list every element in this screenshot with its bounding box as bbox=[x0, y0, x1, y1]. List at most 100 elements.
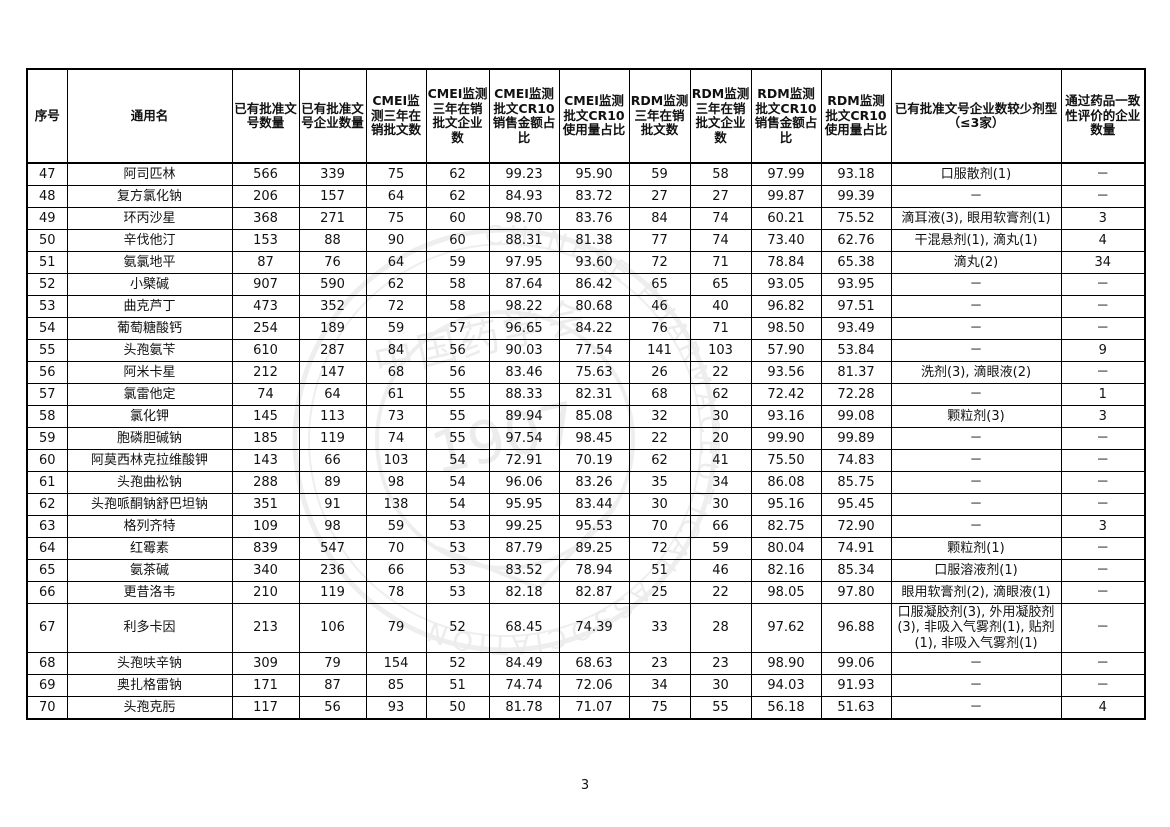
cell-cmei-3y-enterprises: 54 bbox=[425, 449, 490, 472]
cell-cmei-3y-approvals: 84 bbox=[365, 339, 427, 362]
cell-rdm-cr10-sales: 75.50 bbox=[750, 449, 822, 472]
column-header-generic-name: 通用名 bbox=[66, 68, 233, 164]
cell-rdm-3y-approvals: 68 bbox=[628, 383, 691, 406]
cell-seq: 68 bbox=[26, 651, 68, 675]
cell-cmei-cr10-sales: 96.06 bbox=[488, 471, 560, 494]
table-row: 58 氯化钾 145 113 73 55 89.94 85.08 32 30 93.16 99.08 颗… bbox=[26, 405, 1146, 428]
cell-passed-consistency: － bbox=[1060, 493, 1146, 516]
cell-cmei-3y-approvals: 78 bbox=[365, 581, 427, 604]
cell-approvals: 109 bbox=[231, 515, 300, 538]
table-row: 66 更昔洛韦 210 119 78 53 82.18 82.87 25 22 98.05 97.80… bbox=[26, 581, 1146, 604]
cell-rdm-3y-enterprises: 28 bbox=[689, 603, 752, 653]
cell-rdm-3y-enterprises: 62 bbox=[689, 383, 752, 406]
cell-cmei-cr10-usage: 74.39 bbox=[558, 603, 630, 653]
cell-passed-consistency: 1 bbox=[1060, 383, 1146, 406]
cell-rdm-cr10-usage: 85.34 bbox=[820, 559, 892, 582]
cell-seq: 49 bbox=[26, 207, 68, 230]
cell-passed-consistency: 3 bbox=[1060, 207, 1146, 230]
cell-cmei-cr10-usage: 72.06 bbox=[558, 673, 630, 697]
cell-rdm-cr10-usage: 74.83 bbox=[820, 449, 892, 472]
cell-rdm-3y-enterprises: 74 bbox=[689, 229, 752, 252]
cell-cmei-3y-enterprises: 53 bbox=[425, 537, 490, 560]
cell-approvals: 153 bbox=[231, 229, 300, 252]
cell-rdm-3y-approvals: 65 bbox=[628, 273, 691, 296]
cell-approvals: 74 bbox=[231, 383, 300, 406]
cell-passed-consistency: － bbox=[1060, 427, 1146, 450]
cell-generic-name: 头孢克肟 bbox=[66, 695, 233, 720]
cell-seq: 70 bbox=[26, 695, 68, 720]
cell-passed-consistency: － bbox=[1060, 273, 1146, 296]
cell-approvals: 212 bbox=[231, 361, 300, 384]
cell-cmei-3y-approvals: 64 bbox=[365, 251, 427, 274]
cell-rdm-3y-enterprises: 65 bbox=[689, 273, 752, 296]
cell-passed-consistency: － bbox=[1060, 603, 1146, 653]
cell-approvals: 210 bbox=[231, 581, 300, 604]
cell-cmei-3y-approvals: 85 bbox=[365, 673, 427, 697]
cell-cmei-3y-enterprises: 60 bbox=[425, 207, 490, 230]
table-row: 63 格列齐特 109 98 59 53 99.25 95.53 70 66 82.75 72.90 －… bbox=[26, 515, 1146, 538]
cell-scarce-dosage: － bbox=[890, 673, 1062, 697]
cell-rdm-cr10-usage: 99.06 bbox=[820, 651, 892, 675]
cell-approvals: 351 bbox=[231, 493, 300, 516]
cell-enterprises: 88 bbox=[298, 229, 367, 252]
cell-generic-name: 阿司匹林 bbox=[66, 162, 233, 186]
cell-rdm-cr10-sales: 93.16 bbox=[750, 405, 822, 428]
cell-generic-name: 头孢呋辛钠 bbox=[66, 651, 233, 675]
cell-cmei-cr10-usage: 83.26 bbox=[558, 471, 630, 494]
cell-cmei-3y-approvals: 70 bbox=[365, 537, 427, 560]
cell-cmei-3y-approvals: 68 bbox=[365, 361, 427, 384]
cell-rdm-cr10-sales: 86.08 bbox=[750, 471, 822, 494]
column-header-cmei-cr10-sales: CMEI监测批文CR10销售金额占比 bbox=[488, 68, 560, 164]
cell-passed-consistency: 4 bbox=[1060, 229, 1146, 252]
table-row: 68 头孢呋辛钠 309 79 154 52 84.49 68.63 23 23 98.90 99.0… bbox=[26, 651, 1146, 675]
cell-rdm-cr10-sales: 93.56 bbox=[750, 361, 822, 384]
cell-cmei-cr10-sales: 83.52 bbox=[488, 559, 560, 582]
cell-generic-name: 辛伐他汀 bbox=[66, 229, 233, 252]
cell-rdm-3y-enterprises: 34 bbox=[689, 471, 752, 494]
cell-seq: 59 bbox=[26, 427, 68, 450]
cell-rdm-cr10-usage: 95.45 bbox=[820, 493, 892, 516]
cell-cmei-cr10-sales: 88.31 bbox=[488, 229, 560, 252]
cell-enterprises: 56 bbox=[298, 695, 367, 720]
cell-cmei-cr10-usage: 83.44 bbox=[558, 493, 630, 516]
cell-rdm-3y-enterprises: 71 bbox=[689, 251, 752, 274]
cell-cmei-cr10-sales: 99.23 bbox=[488, 162, 560, 186]
cell-cmei-cr10-usage: 75.63 bbox=[558, 361, 630, 384]
cell-rdm-cr10-usage: 99.39 bbox=[820, 185, 892, 208]
cell-rdm-cr10-usage: 75.52 bbox=[820, 207, 892, 230]
cell-rdm-3y-approvals: 84 bbox=[628, 207, 691, 230]
table-row: 50 辛伐他汀 153 88 90 60 88.31 81.38 77 74 73.40 62.76 干… bbox=[26, 229, 1146, 252]
cell-rdm-cr10-sales: 60.21 bbox=[750, 207, 822, 230]
cell-enterprises: 147 bbox=[298, 361, 367, 384]
table-row: 56 阿米卡星 212 147 68 56 83.46 75.63 26 22 93.56 81.37… bbox=[26, 361, 1146, 384]
cell-generic-name: 利多卡因 bbox=[66, 603, 233, 653]
cell-cmei-3y-enterprises: 62 bbox=[425, 162, 490, 186]
cell-rdm-3y-approvals: 27 bbox=[628, 185, 691, 208]
cell-scarce-dosage: － bbox=[890, 185, 1062, 208]
cell-cmei-3y-approvals: 93 bbox=[365, 695, 427, 720]
cell-rdm-3y-enterprises: 20 bbox=[689, 427, 752, 450]
cell-rdm-3y-enterprises: 55 bbox=[689, 695, 752, 720]
cell-rdm-3y-approvals: 75 bbox=[628, 695, 691, 720]
column-header-scarce-dosage: 已有批准文号企业数较少剂型（≤3家） bbox=[890, 68, 1062, 164]
cell-rdm-cr10-sales: 97.62 bbox=[750, 603, 822, 653]
cell-scarce-dosage: － bbox=[890, 449, 1062, 472]
cell-scarce-dosage: 洗剂(3), 滴眼液(2) bbox=[890, 361, 1062, 384]
cell-enterprises: 236 bbox=[298, 559, 367, 582]
cell-rdm-cr10-usage: 74.91 bbox=[820, 537, 892, 560]
cell-passed-consistency: － bbox=[1060, 317, 1146, 340]
cell-rdm-3y-enterprises: 58 bbox=[689, 162, 752, 186]
cell-cmei-3y-approvals: 75 bbox=[365, 207, 427, 230]
cell-generic-name: 奥扎格雷钠 bbox=[66, 673, 233, 697]
cell-cmei-cr10-usage: 95.90 bbox=[558, 162, 630, 186]
cell-approvals: 117 bbox=[231, 695, 300, 720]
cell-cmei-cr10-usage: 83.76 bbox=[558, 207, 630, 230]
table-header: 序号 通用名 已有批准文号数量 已有批准文号企业数量 CMEI监测三年在销批文数… bbox=[26, 68, 1146, 164]
cell-cmei-3y-approvals: 59 bbox=[365, 317, 427, 340]
cell-cmei-cr10-usage: 85.08 bbox=[558, 405, 630, 428]
cell-rdm-cr10-sales: 73.40 bbox=[750, 229, 822, 252]
cell-approvals: 566 bbox=[231, 162, 300, 186]
cell-cmei-3y-enterprises: 52 bbox=[425, 651, 490, 675]
cell-rdm-3y-enterprises: 23 bbox=[689, 651, 752, 675]
cell-rdm-3y-enterprises: 30 bbox=[689, 673, 752, 697]
